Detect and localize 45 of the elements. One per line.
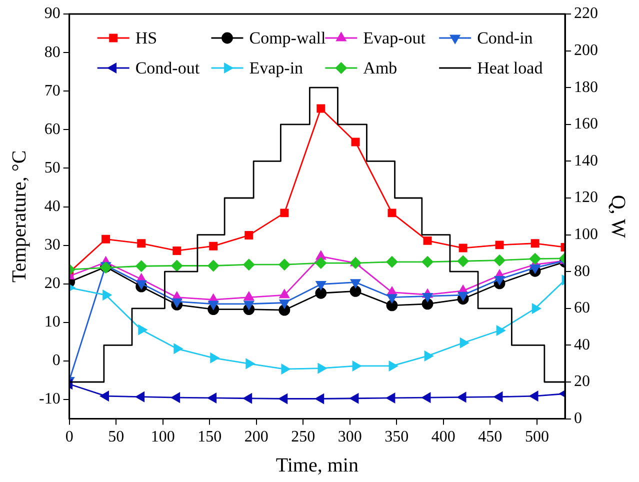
y-tick-label: 80: [44, 44, 60, 61]
y2-tick-label: 20: [574, 373, 590, 390]
x-tick-label: 300: [338, 428, 362, 446]
x-tick-label: 100: [150, 428, 175, 446]
y-tick-label: 50: [44, 159, 60, 176]
y2-axis-title: Q, W: [606, 194, 629, 238]
x-tick-label: 150: [198, 428, 222, 446]
y-tick-label: -10: [39, 390, 60, 408]
x-tick-label: 250: [291, 428, 316, 446]
y-tick-label: 60: [44, 120, 60, 138]
y2-tick-label: 60: [574, 300, 590, 317]
x-tick-label: 500: [524, 428, 549, 446]
legend-label: Evap-out: [363, 28, 426, 48]
y-tick-label: 0: [52, 352, 60, 370]
legend-label: HS: [135, 28, 158, 48]
y-tick-label: 30: [44, 236, 60, 254]
y2-tick-label: 180: [574, 78, 598, 96]
legend-label: Comp-wall: [249, 28, 326, 48]
x-tick-label: 0: [65, 428, 74, 446]
y2-tick-label: 140: [574, 152, 598, 170]
y2-tick-label: 200: [574, 42, 598, 60]
y2-tick-label: 220: [574, 5, 598, 22]
y-tick-label: 10: [44, 314, 60, 331]
y2-tick-label: 100: [574, 226, 598, 244]
x-tick-label: 350: [384, 428, 409, 446]
y2-tick-label: 40: [574, 336, 590, 354]
y-tick-label: 90: [44, 5, 60, 22]
y-tick-label: 40: [44, 198, 60, 215]
legend-label: Heat load: [477, 58, 544, 78]
legend-label: Cond-in: [477, 28, 534, 48]
y-tick-label: 20: [44, 275, 60, 292]
x-tick-label: 200: [244, 428, 268, 446]
y-axis-title: Temperature, °C: [8, 150, 30, 282]
legend-label: Amb: [363, 58, 398, 78]
y2-tick-label: 120: [574, 189, 598, 206]
x-tick-label: 450: [478, 428, 502, 446]
y2-tick-label: 0: [574, 410, 582, 428]
legend-label: Evap-in: [249, 58, 304, 78]
legend-label: Cond-out: [135, 58, 200, 78]
y-tick-label: 70: [44, 82, 60, 100]
x-tick-label: 50: [108, 428, 124, 446]
x-tick-label: 400: [431, 428, 456, 446]
y2-tick-label: 160: [574, 116, 598, 133]
x-axis-title: Time, min: [276, 454, 358, 476]
y2-tick-label: 80: [574, 262, 590, 280]
